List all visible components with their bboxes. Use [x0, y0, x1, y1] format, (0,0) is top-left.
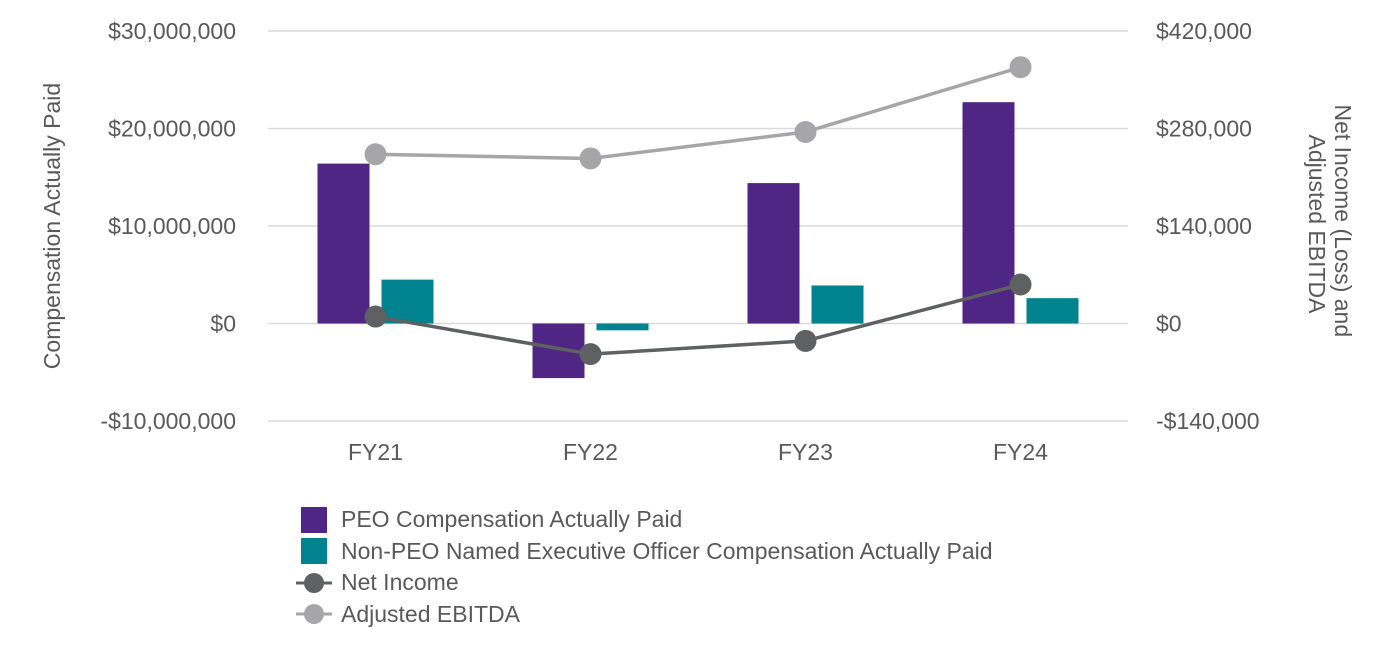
- legend-item-net-income: Net Income: [296, 567, 993, 599]
- y-tick-label: $30,000,000: [108, 18, 236, 44]
- point-adjusted-ebitda-fy23: [794, 120, 817, 143]
- legend-label-adjusted-ebitda: Adjusted EBITDA: [341, 600, 520, 627]
- bar-peo-fy21: [317, 163, 370, 324]
- y2-tick-label: $140,000: [1156, 213, 1252, 239]
- y-tick-label: $0: [210, 311, 236, 337]
- x-tick-label: FY24: [993, 439, 1048, 465]
- y2-tick-label: -$140,000: [1156, 408, 1260, 434]
- y2-tick-label: $420,000: [1156, 18, 1252, 44]
- legend-swatch-non-peo: [301, 538, 327, 565]
- legend-label-net-income: Net Income: [341, 569, 459, 596]
- point-adjusted-ebitda-fy21: [364, 143, 387, 166]
- bar-non-peo-fy21: [381, 279, 434, 324]
- x-axis-ticks: FY21 FY22 FY23 FY24: [348, 439, 1048, 465]
- right-axis-ticks: $420,000 $280,000 $140,000 $0 -$140,000: [1156, 18, 1260, 434]
- point-net-income-fy21: [364, 305, 387, 328]
- y2-tick-label: $0: [1156, 311, 1182, 337]
- point-net-income-fy23: [794, 329, 817, 352]
- bar-non-peo-fy22: [596, 323, 649, 331]
- point-adjusted-ebitda-fy22: [579, 147, 602, 170]
- x-tick-label: FY21: [348, 439, 403, 465]
- point-net-income-fy22: [579, 343, 602, 366]
- legend-item-non-peo: Non-PEO Named Executive Officer Compensa…: [296, 536, 993, 568]
- y2-tick-label: $280,000: [1156, 116, 1252, 142]
- line-adjusted-ebitda: [375, 65, 1022, 161]
- legend-label-non-peo: Non-PEO Named Executive Officer Compensa…: [341, 537, 993, 564]
- right-axis-title-line-2: Adjusted EBITDA: [1304, 135, 1330, 315]
- bar-peo-fy23: [747, 183, 800, 324]
- x-tick-label: FY23: [778, 439, 833, 465]
- right-axis-title-line-1: Net Income (Loss) and: [1330, 104, 1356, 337]
- bar-peo-fy24: [962, 102, 1015, 324]
- legend-swatch-net-income: [296, 572, 332, 593]
- legend-swatch-adjusted-ebitda: [296, 604, 332, 625]
- left-axis-ticks: $30,000,000 $20,000,000 $10,000,000 $0 -$10,…: [100, 18, 236, 434]
- x-tick-label: FY22: [563, 439, 618, 465]
- bar-non-peo-fy24: [1026, 298, 1079, 324]
- point-net-income-fy24: [1009, 273, 1032, 296]
- line-net-income: [375, 282, 1021, 356]
- legend-label-peo: PEO Compensation Actually Paid: [341, 506, 683, 533]
- bar-non-peo-fy23: [811, 285, 864, 324]
- right-axis-title: Net Income (Loss) and Adjusted EBITDA: [1304, 104, 1356, 343]
- legend-item-adjusted-ebitda: Adjusted EBITDA: [296, 599, 993, 631]
- y-tick-label: $20,000,000: [108, 116, 236, 142]
- legend: PEO Compensation Actually Paid Non-PEO N…: [296, 504, 993, 630]
- y-tick-label: -$10,000,000: [100, 408, 236, 434]
- bars: [317, 102, 1079, 379]
- point-adjusted-ebitda-fy24: [1009, 56, 1032, 79]
- y-tick-label: $10,000,000: [108, 213, 236, 239]
- legend-swatch-peo: [301, 506, 327, 533]
- left-axis-title: Compensation Actually Paid: [39, 83, 65, 369]
- legend-item-peo: PEO Compensation Actually Paid: [296, 504, 993, 536]
- lines: [364, 56, 1032, 366]
